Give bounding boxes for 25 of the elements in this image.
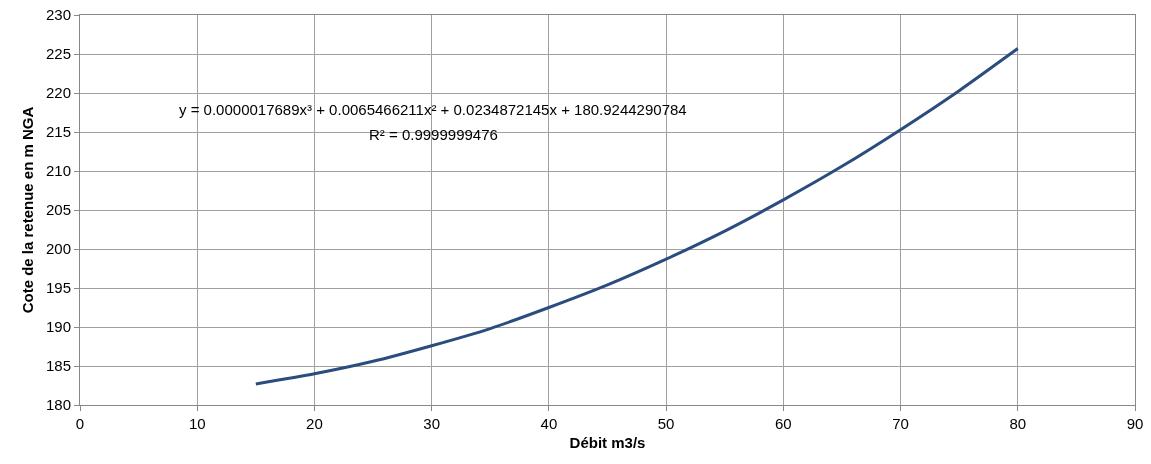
y-tick-label: 205 bbox=[45, 201, 71, 219]
y-tick-label: 180 bbox=[45, 396, 71, 414]
x-tick-label: 70 bbox=[892, 415, 909, 432]
x-tick-label: 0 bbox=[75, 415, 85, 432]
y-tick-label: 210 bbox=[45, 162, 71, 180]
x-tick-label: 20 bbox=[306, 415, 323, 432]
y-axis-title: Cote de la retenue en m NGA bbox=[19, 106, 37, 314]
x-tick-label: 30 bbox=[423, 415, 441, 432]
annotation: y = 0.0000017689x³ + 0.0065466211x² + 0.0234872145x + 180.9244290784 bbox=[179, 101, 687, 118]
y-tick-label: 190 bbox=[45, 318, 71, 336]
x-axis-title: Débit m3/s bbox=[569, 434, 646, 451]
y-tick-label: 185 bbox=[45, 357, 71, 375]
y-tick-label: 225 bbox=[45, 45, 71, 63]
x-tick-label: 50 bbox=[657, 415, 675, 432]
x-tick-label: 10 bbox=[188, 415, 206, 432]
y-tick-label: 195 bbox=[45, 279, 71, 297]
x-tick-label: 90 bbox=[1126, 415, 1144, 432]
annotation: R² = 0.9999999476 bbox=[369, 126, 498, 143]
y-tick-label: 230 bbox=[45, 6, 71, 24]
y-tick-label: 220 bbox=[45, 84, 71, 102]
x-tick-label: 80 bbox=[1009, 415, 1027, 432]
y-tick-label: 215 bbox=[45, 123, 71, 141]
x-tick-label: 40 bbox=[540, 415, 558, 432]
x-tick-label: 60 bbox=[774, 415, 792, 432]
y-tick-label: 200 bbox=[45, 240, 71, 258]
